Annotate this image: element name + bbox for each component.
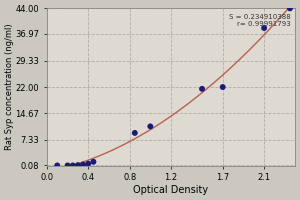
- Text: S = 0.234910388
r= 0.99991793: S = 0.234910388 r= 0.99991793: [229, 14, 291, 27]
- Point: [76, 164, 80, 167]
- Point: [81, 163, 85, 166]
- Point: [65, 164, 70, 167]
- Point: [288, 7, 292, 10]
- Point: [200, 87, 204, 90]
- Point: [91, 160, 96, 163]
- Point: [220, 85, 225, 89]
- Point: [70, 164, 75, 167]
- Y-axis label: Rat Syp concentration (ng/ml): Rat Syp concentration (ng/ml): [5, 24, 14, 150]
- Point: [148, 125, 153, 128]
- Point: [86, 162, 91, 165]
- Point: [262, 26, 266, 30]
- Point: [55, 164, 60, 167]
- X-axis label: Optical Density: Optical Density: [134, 185, 208, 195]
- Point: [132, 131, 137, 135]
